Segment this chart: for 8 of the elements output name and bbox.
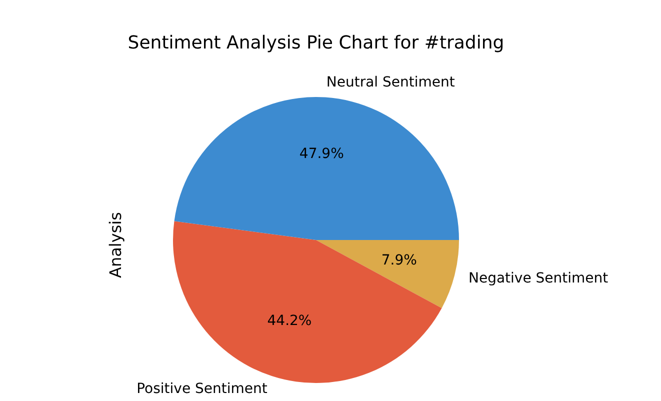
slice-label: Positive Sentiment	[136, 381, 268, 398]
data-label: 7.9%	[381, 252, 417, 269]
data-label: 44.2%	[267, 313, 312, 330]
text: Analysis	[106, 212, 126, 278]
slice-label: Neutral Sentiment	[326, 74, 456, 91]
data-label: 47.9%	[299, 146, 344, 162]
chart-title: Sentiment Analysis Pie Chart for #trading	[128, 32, 504, 54]
slice-label: Negative Sentiment	[468, 270, 609, 286]
